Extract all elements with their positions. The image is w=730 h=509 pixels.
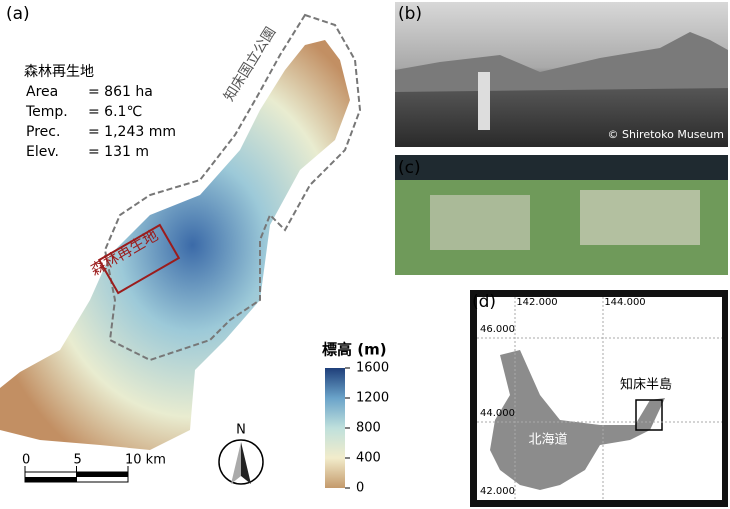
north-label: N [236, 423, 246, 438]
stat-name: Prec. [26, 124, 60, 140]
sea [395, 155, 728, 180]
lon-label: 144.000 [604, 297, 645, 308]
panel-label: (b) [398, 4, 422, 24]
site-box [97, 223, 181, 295]
scale-bar [25, 477, 77, 482]
stat-value: = 1,243 mm [88, 124, 176, 140]
park-label: 知床国立公園 [220, 24, 279, 104]
lat-label: 46.000 [480, 324, 515, 335]
colorbar-tick-label: 1200 [356, 391, 389, 406]
peninsula-label: 知床半島 [620, 377, 672, 393]
lat-label: 42.000 [480, 486, 515, 497]
person [478, 72, 490, 130]
panel-label: (d) [472, 292, 496, 312]
stat-value: = 6.1℃ [88, 104, 142, 120]
colorbar-tick-label: 800 [356, 421, 381, 436]
north-arrow: N [218, 423, 264, 485]
colorbar-tick-label: 400 [356, 451, 381, 466]
scale-bar [76, 472, 128, 477]
site-title: 森林再生地 [24, 64, 94, 80]
stat-name: Area [26, 84, 58, 100]
colorbar-title: 標高 (m) [322, 341, 387, 359]
scale-tick-label: 10 km [125, 453, 166, 468]
clearing [580, 190, 700, 245]
lat-label: 44.000 [480, 408, 515, 419]
hokkaido [490, 350, 665, 490]
stat-name: Elev. [26, 144, 59, 160]
colorbar-tick-label: 0 [356, 481, 364, 496]
peninsula-dem [0, 40, 350, 450]
stat-value: = 861 ha [88, 84, 153, 100]
colorbar-tick-label: 1600 [356, 361, 389, 376]
stat-value: = 131 m [88, 144, 149, 160]
peninsula-box [635, 399, 663, 431]
clearing [430, 195, 530, 250]
colorbar [325, 368, 345, 488]
photo-credit: © Shiretoko Museum [608, 128, 724, 141]
island-label: 北海道 [528, 433, 567, 448]
scale-tick-label: 0 [22, 453, 30, 468]
stat-name: Temp. [25, 104, 68, 120]
lon-label: 142.000 [516, 297, 557, 308]
panel-label: (c) [398, 158, 421, 178]
panel-label: (a) [6, 4, 30, 24]
scale-tick-label: 5 [74, 453, 82, 468]
